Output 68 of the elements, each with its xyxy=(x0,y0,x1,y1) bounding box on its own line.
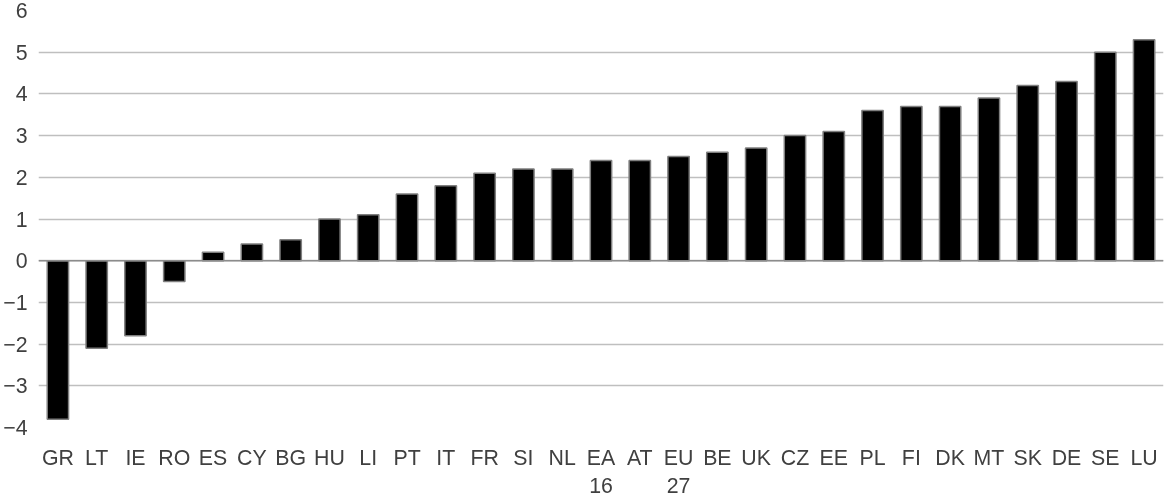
bar xyxy=(46,259,70,420)
y-tick-label: 6 xyxy=(15,0,28,23)
x-tick-label: IE xyxy=(125,445,146,470)
bar xyxy=(783,134,807,262)
bar xyxy=(861,109,884,262)
y-tick-label: 5 xyxy=(15,40,28,65)
x-tick-label: EA 16 xyxy=(586,445,616,499)
x-tick-label: FI xyxy=(901,445,921,470)
x-tick-label: EU 27 xyxy=(663,445,694,499)
bar xyxy=(279,239,303,262)
bar xyxy=(1055,80,1078,262)
bar xyxy=(744,147,768,262)
bar xyxy=(85,259,109,350)
x-tick-label: HU xyxy=(314,445,345,470)
bar xyxy=(705,151,729,262)
x-tick-label: BE xyxy=(703,445,732,470)
y-tick-label: −3 xyxy=(3,374,28,399)
bar xyxy=(162,259,186,283)
x-tick-label: MT xyxy=(973,445,1005,470)
bar xyxy=(628,159,652,262)
x-tick-label: DK xyxy=(935,445,965,470)
bar xyxy=(1132,38,1156,262)
bar xyxy=(124,259,147,337)
y-tick-label: −1 xyxy=(3,290,28,315)
x-tick-label: DE xyxy=(1051,445,1082,470)
x-tick-label: GR xyxy=(41,445,74,470)
x-tick-label: RO xyxy=(158,445,191,470)
y-tick-label: −4 xyxy=(3,416,28,440)
bar xyxy=(822,130,846,262)
bar xyxy=(899,105,923,262)
bar xyxy=(356,214,380,262)
bar xyxy=(395,193,419,262)
x-tick-label: SK xyxy=(1013,445,1042,470)
y-tick-label: 1 xyxy=(15,207,28,232)
y-tick-label: −2 xyxy=(3,332,28,357)
x-tick-label: AT xyxy=(626,445,653,470)
x-tick-label: LT xyxy=(85,445,109,470)
x-tick-label: LU xyxy=(1130,445,1158,470)
x-tick-label: SE xyxy=(1091,445,1120,470)
x-tick-label: CZ xyxy=(780,445,810,470)
bar xyxy=(1016,84,1040,262)
bar xyxy=(434,184,458,262)
bar xyxy=(589,159,613,262)
x-tick-label: IT xyxy=(436,445,456,470)
bar xyxy=(1093,51,1117,262)
y-tick-label: 4 xyxy=(15,82,28,107)
x-tick-label: CY xyxy=(237,445,267,470)
x-tick-label: FR xyxy=(470,445,499,470)
bar xyxy=(512,168,535,262)
y-tick-label: 3 xyxy=(15,124,28,149)
y-tick-label: 2 xyxy=(15,165,28,190)
x-tick-label: SI xyxy=(513,445,534,470)
bar xyxy=(473,172,497,262)
bar xyxy=(938,105,962,262)
x-tick-label: EE xyxy=(819,445,848,470)
y-tick-label: 0 xyxy=(15,249,28,274)
x-tick-label: BG xyxy=(275,445,307,470)
bar xyxy=(240,243,264,262)
x-tick-label: PL xyxy=(859,445,886,470)
x-tick-label: NL xyxy=(548,445,576,470)
x-tick-label: PT xyxy=(393,445,421,470)
bar xyxy=(667,155,690,262)
bar xyxy=(550,168,574,262)
bar xyxy=(977,97,1001,262)
x-tick-label: UK xyxy=(741,445,771,470)
x-tick-label: LI xyxy=(359,445,378,470)
bar xyxy=(318,218,341,262)
x-tick-label: ES xyxy=(198,445,228,470)
